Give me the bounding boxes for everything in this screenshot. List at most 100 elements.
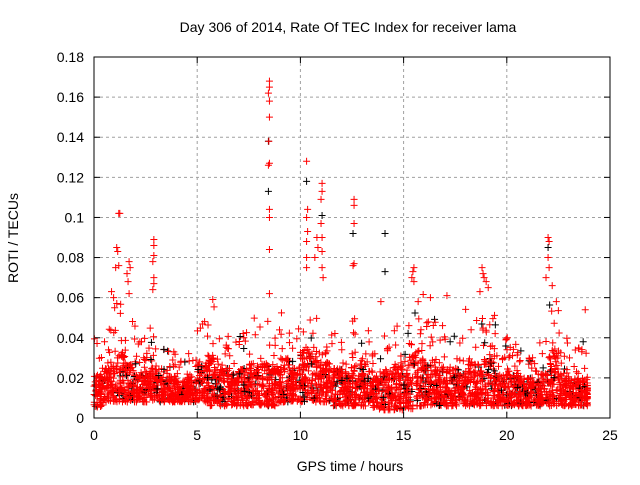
data-point xyxy=(516,391,524,399)
data-point xyxy=(166,362,174,370)
data-point xyxy=(284,361,292,369)
data-point xyxy=(275,326,283,334)
data-point xyxy=(414,298,422,306)
data-point xyxy=(303,238,311,246)
data-point xyxy=(342,360,350,368)
data-point xyxy=(484,284,492,292)
data-point xyxy=(446,338,454,346)
data-point xyxy=(424,318,432,326)
data-point xyxy=(555,347,563,355)
data-point xyxy=(131,322,139,330)
data-point xyxy=(424,362,432,370)
data-point xyxy=(241,337,249,345)
data-point xyxy=(458,384,466,392)
data-point xyxy=(482,383,490,391)
data-point xyxy=(131,335,139,343)
data-point xyxy=(404,361,412,369)
data-point xyxy=(204,321,212,329)
data-point xyxy=(478,315,486,323)
data-point xyxy=(453,365,461,373)
data-point xyxy=(240,402,248,410)
data-point xyxy=(116,309,124,317)
data-point xyxy=(556,379,564,387)
data-point xyxy=(410,264,418,272)
data-point xyxy=(583,385,591,393)
data-point xyxy=(276,378,284,386)
data-point xyxy=(196,375,204,383)
data-point xyxy=(300,397,308,405)
data-point xyxy=(287,375,295,383)
data-point xyxy=(553,361,561,369)
data-point xyxy=(520,388,528,396)
data-point xyxy=(170,348,178,356)
data-point xyxy=(493,401,501,409)
data-point xyxy=(350,201,358,209)
data-point xyxy=(491,330,499,338)
data-point xyxy=(308,353,316,361)
data-point xyxy=(173,378,181,386)
data-point xyxy=(464,370,472,378)
data-point xyxy=(160,365,168,373)
data-point xyxy=(351,400,359,408)
data-point xyxy=(112,381,120,389)
data-point xyxy=(100,394,108,402)
data-point xyxy=(493,352,501,360)
data-point xyxy=(418,346,426,354)
data-point xyxy=(107,358,115,366)
data-point xyxy=(548,307,556,315)
data-point xyxy=(476,371,484,379)
data-point xyxy=(554,307,562,315)
data-point xyxy=(551,345,559,353)
data-point xyxy=(431,315,439,323)
data-point xyxy=(237,389,245,397)
data-point xyxy=(111,326,119,334)
data-point xyxy=(539,364,547,372)
data-point xyxy=(101,376,109,384)
data-point xyxy=(269,389,277,397)
data-point xyxy=(474,399,482,407)
data-point xyxy=(102,398,110,406)
data-point xyxy=(563,334,571,342)
data-point xyxy=(313,357,321,365)
data-point xyxy=(226,352,234,360)
data-point xyxy=(216,385,224,393)
data-point xyxy=(127,380,135,388)
data-point xyxy=(184,377,192,385)
data-point xyxy=(204,374,212,382)
data-point xyxy=(341,378,349,386)
data-point xyxy=(270,351,278,359)
data-point xyxy=(360,398,368,406)
data-point xyxy=(293,335,301,343)
data-point xyxy=(149,370,157,378)
data-point xyxy=(149,258,157,266)
data-point xyxy=(147,355,155,363)
data-point xyxy=(545,354,553,362)
data-point xyxy=(299,377,307,385)
y-tick-label: 0.14 xyxy=(57,129,84,145)
data-point xyxy=(417,326,425,334)
data-point xyxy=(310,369,318,377)
data-point xyxy=(265,83,273,91)
data-point xyxy=(264,161,272,169)
data-point xyxy=(245,361,253,369)
data-point xyxy=(255,399,263,407)
data-point xyxy=(474,391,482,399)
data-point xyxy=(256,400,264,408)
data-point xyxy=(402,403,410,411)
data-point xyxy=(302,343,310,351)
data-point xyxy=(236,333,244,341)
data-point xyxy=(236,370,244,378)
data-point xyxy=(514,373,522,381)
data-point xyxy=(278,374,286,382)
data-point xyxy=(491,321,499,329)
data-point xyxy=(324,388,332,396)
data-point xyxy=(307,360,315,368)
data-point xyxy=(103,391,111,399)
data-point xyxy=(186,390,194,398)
data-point xyxy=(338,376,346,384)
data-point xyxy=(113,396,121,404)
data-point xyxy=(432,377,440,385)
data-point xyxy=(339,359,347,367)
data-point xyxy=(271,334,279,342)
data-point xyxy=(264,89,272,97)
